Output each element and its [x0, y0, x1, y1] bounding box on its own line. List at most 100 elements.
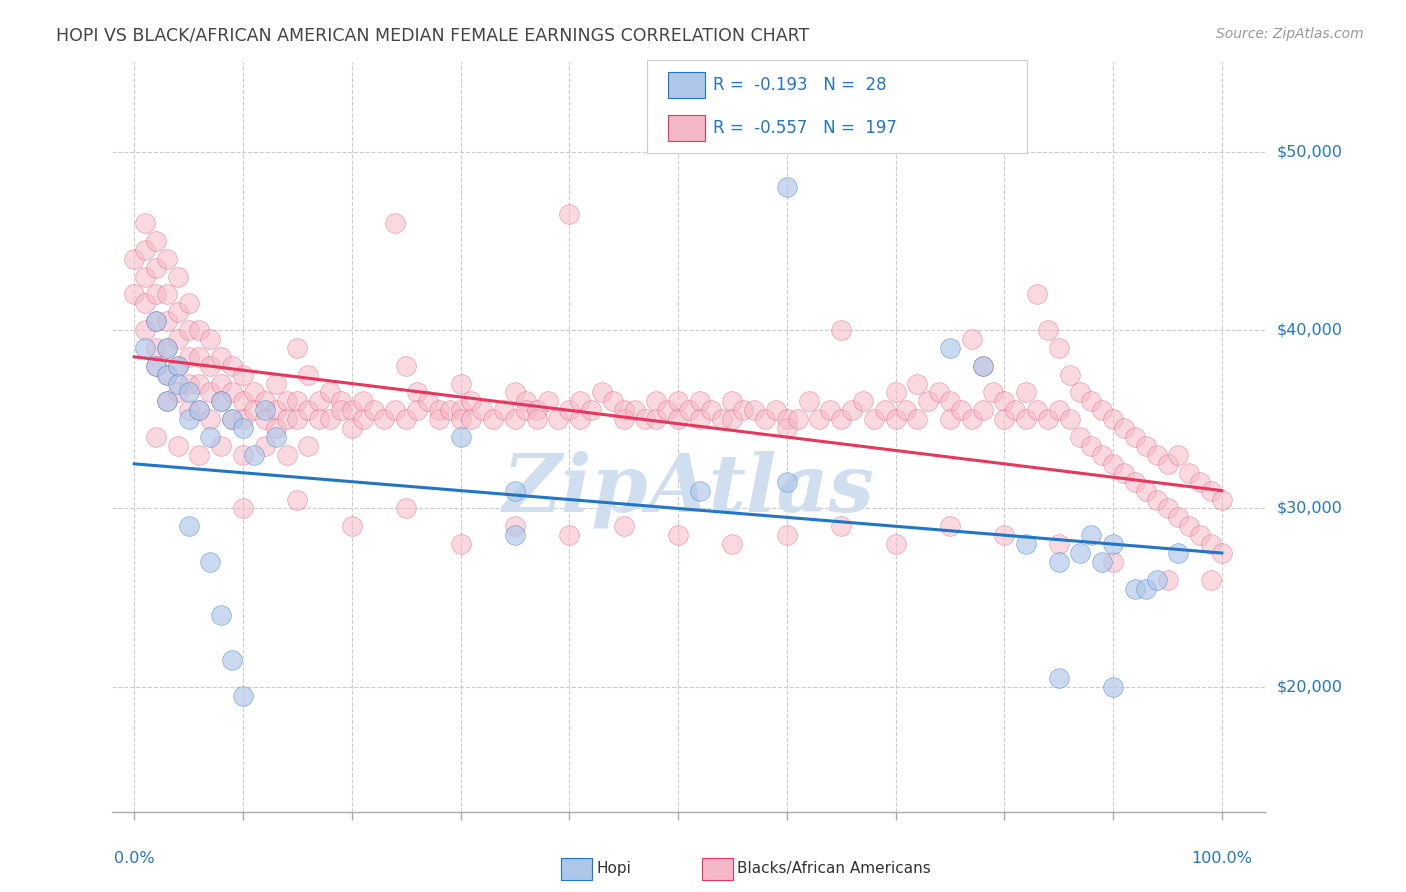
Point [613, 412, 636, 426]
Point [939, 394, 962, 409]
Point [232, 394, 254, 409]
Point [264, 376, 287, 391]
Point [666, 412, 689, 426]
Point [949, 403, 972, 417]
Point [166, 359, 188, 373]
Point [526, 403, 548, 417]
Point [776, 421, 799, 435]
Point [1059, 412, 1081, 426]
Point [188, 323, 211, 337]
Point [308, 394, 330, 409]
Point [166, 385, 188, 400]
Point [602, 394, 624, 409]
Point [1146, 448, 1168, 462]
Point [591, 385, 613, 400]
Point [960, 412, 983, 426]
Point [209, 394, 232, 409]
Point [460, 394, 482, 409]
Point [352, 412, 374, 426]
Point [776, 528, 799, 542]
Point [221, 412, 243, 426]
Point [1102, 555, 1125, 569]
Point [776, 475, 799, 489]
Point [156, 252, 179, 266]
Point [1026, 287, 1049, 301]
Point [1102, 680, 1125, 694]
Point [710, 412, 733, 426]
Point [406, 385, 429, 400]
Point [297, 403, 319, 417]
Point [156, 368, 179, 382]
Point [1167, 546, 1189, 560]
Point [439, 403, 461, 417]
Point [634, 412, 657, 426]
Point [177, 296, 200, 310]
Point [1135, 439, 1157, 453]
Point [1123, 582, 1146, 596]
Point [905, 412, 928, 426]
Point [276, 394, 298, 409]
Point [579, 403, 602, 417]
Point [786, 412, 808, 426]
Point [1047, 403, 1070, 417]
Point [200, 412, 222, 426]
Text: $40,000: $40,000 [1277, 323, 1343, 337]
Point [416, 394, 439, 409]
Point [645, 412, 668, 426]
Point [939, 519, 962, 533]
Point [122, 287, 145, 301]
Point [1199, 573, 1222, 587]
Point [1047, 537, 1070, 551]
Point [319, 385, 342, 400]
Point [264, 403, 287, 417]
Point [253, 412, 276, 426]
Point [200, 385, 222, 400]
Point [319, 412, 342, 426]
Point [503, 528, 526, 542]
Point [1135, 582, 1157, 596]
Point [209, 439, 232, 453]
Point [939, 341, 962, 355]
Point [209, 394, 232, 409]
Point [156, 341, 179, 355]
Point [689, 412, 711, 426]
Point [145, 314, 167, 328]
Point [166, 376, 188, 391]
Text: R =  -0.193   N =  28: R = -0.193 N = 28 [713, 77, 887, 95]
Point [221, 385, 243, 400]
Point [166, 332, 188, 346]
Point [1199, 537, 1222, 551]
Point [243, 403, 266, 417]
Point [1069, 546, 1091, 560]
Point [276, 412, 298, 426]
Point [200, 359, 222, 373]
Point [134, 341, 156, 355]
Point [134, 323, 156, 337]
Point [1047, 341, 1070, 355]
Point [503, 483, 526, 498]
Point [156, 314, 179, 328]
Point [297, 439, 319, 453]
Point [917, 394, 939, 409]
Point [352, 394, 374, 409]
Point [188, 448, 211, 462]
Point [177, 412, 200, 426]
Point [1156, 501, 1178, 516]
Point [329, 394, 352, 409]
Point [243, 385, 266, 400]
Point [1189, 475, 1212, 489]
Point [1080, 528, 1102, 542]
Point [200, 430, 222, 444]
Point [232, 501, 254, 516]
Point [1146, 492, 1168, 507]
Point [395, 412, 418, 426]
Point [166, 439, 188, 453]
Point [536, 394, 558, 409]
Point [395, 501, 418, 516]
Point [145, 359, 167, 373]
Point [1047, 671, 1070, 685]
Point [1091, 403, 1114, 417]
Point [1112, 466, 1135, 480]
Point [1091, 555, 1114, 569]
Text: Blacks/African Americans: Blacks/African Americans [737, 862, 931, 876]
